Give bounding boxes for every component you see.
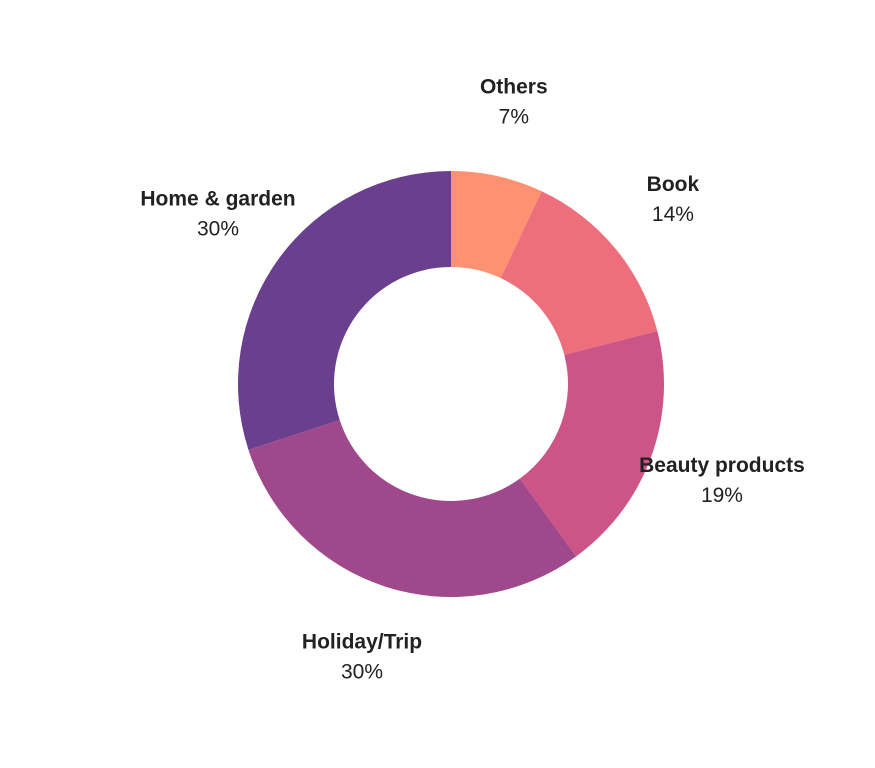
slice [500,191,658,355]
slice-label: Others [480,75,548,98]
slice-value: 30% [341,660,383,683]
slice-value: 30% [197,217,239,240]
slice-label: Beauty products [639,454,805,477]
slice-value: 19% [701,484,743,507]
slice-label: Book [647,173,700,196]
slice-value: 7% [499,105,529,128]
slice-value: 14% [652,203,694,226]
slice [237,171,451,450]
slice [519,331,664,557]
slice-label: Holiday/Trip [302,630,422,653]
slice-label: Home & garden [140,187,295,210]
slice [248,420,577,597]
slice [451,171,542,279]
